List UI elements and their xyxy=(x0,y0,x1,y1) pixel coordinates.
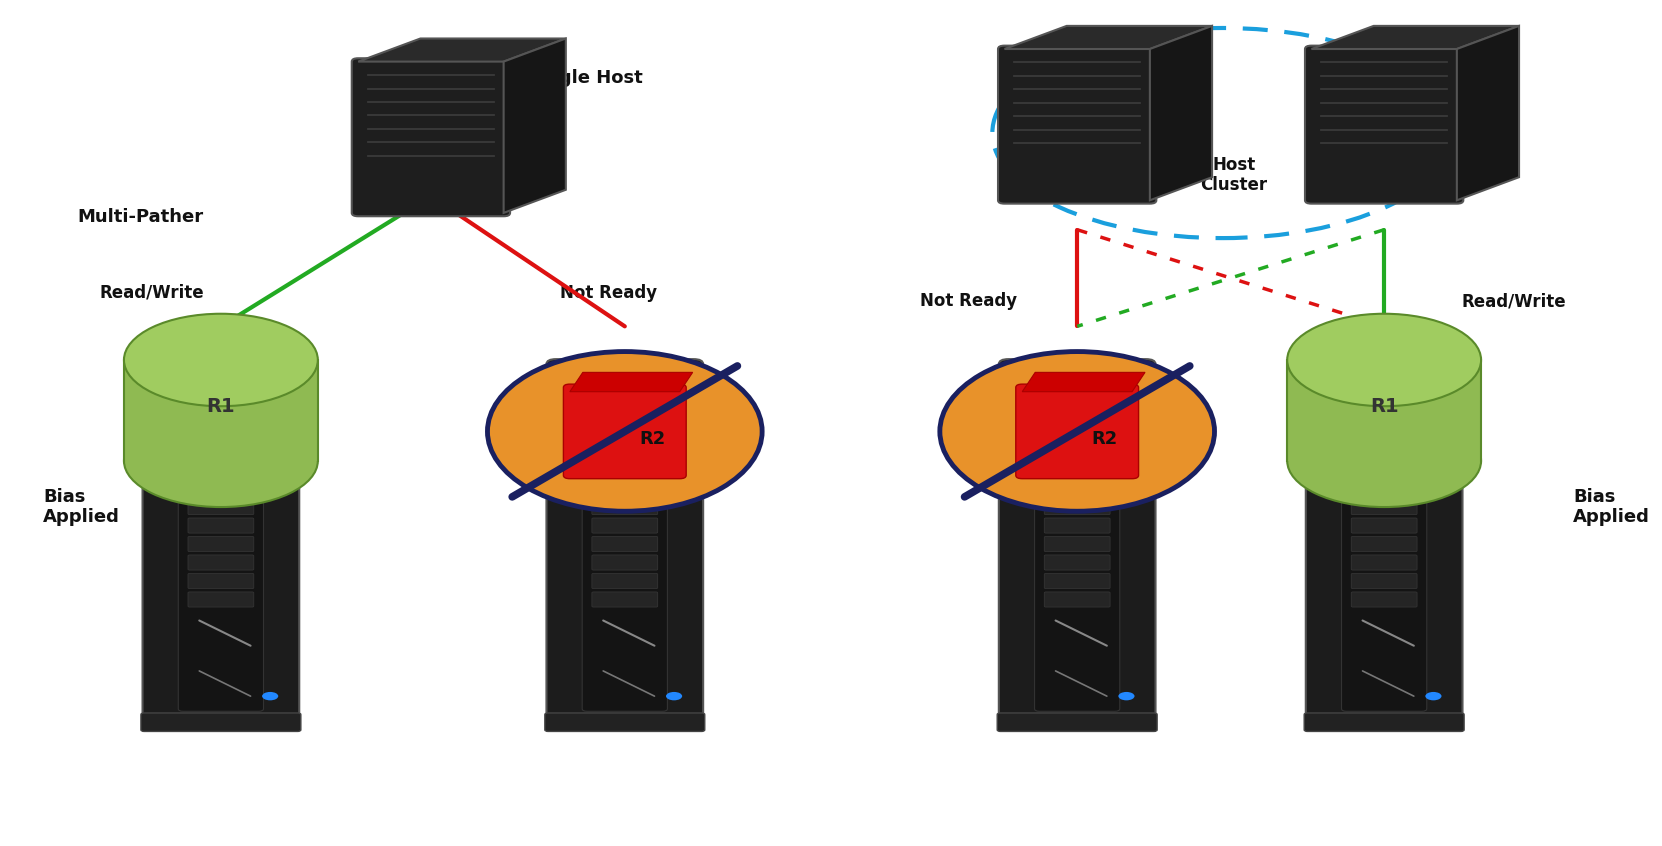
FancyBboxPatch shape xyxy=(188,592,254,607)
Text: Read/Write: Read/Write xyxy=(1461,292,1566,310)
FancyBboxPatch shape xyxy=(592,536,658,552)
FancyBboxPatch shape xyxy=(1044,536,1110,552)
Text: R1: R1 xyxy=(1369,397,1398,415)
FancyBboxPatch shape xyxy=(999,359,1155,722)
FancyBboxPatch shape xyxy=(178,370,264,711)
FancyBboxPatch shape xyxy=(1351,555,1418,570)
Polygon shape xyxy=(1458,26,1519,201)
FancyBboxPatch shape xyxy=(582,370,668,711)
Text: R2: R2 xyxy=(640,431,665,448)
Ellipse shape xyxy=(1286,415,1481,507)
Ellipse shape xyxy=(125,415,317,507)
FancyBboxPatch shape xyxy=(592,574,658,589)
FancyBboxPatch shape xyxy=(1034,370,1120,711)
Polygon shape xyxy=(1004,26,1212,49)
Text: Multi-Pather: Multi-Pather xyxy=(76,208,203,226)
Polygon shape xyxy=(359,39,565,62)
FancyBboxPatch shape xyxy=(141,713,301,732)
Circle shape xyxy=(666,692,681,700)
FancyBboxPatch shape xyxy=(592,555,658,570)
FancyBboxPatch shape xyxy=(188,536,254,552)
FancyBboxPatch shape xyxy=(592,499,658,514)
FancyBboxPatch shape xyxy=(352,58,510,217)
FancyBboxPatch shape xyxy=(1351,574,1418,589)
FancyBboxPatch shape xyxy=(1044,574,1110,589)
FancyBboxPatch shape xyxy=(592,592,658,607)
FancyBboxPatch shape xyxy=(1351,592,1418,607)
Text: R1: R1 xyxy=(206,397,236,415)
Polygon shape xyxy=(570,372,693,392)
Polygon shape xyxy=(1286,360,1481,461)
Circle shape xyxy=(1119,692,1135,700)
FancyBboxPatch shape xyxy=(997,46,1157,204)
FancyBboxPatch shape xyxy=(143,359,299,722)
FancyBboxPatch shape xyxy=(1351,499,1418,514)
Text: Not Ready: Not Ready xyxy=(921,292,1017,310)
Ellipse shape xyxy=(1286,314,1481,406)
FancyBboxPatch shape xyxy=(563,384,686,479)
FancyBboxPatch shape xyxy=(545,713,705,732)
FancyBboxPatch shape xyxy=(188,518,254,533)
Text: Not Ready: Not Ready xyxy=(560,283,656,302)
FancyBboxPatch shape xyxy=(1305,46,1463,204)
Ellipse shape xyxy=(487,352,763,511)
FancyBboxPatch shape xyxy=(1015,384,1138,479)
Polygon shape xyxy=(1311,26,1519,49)
Text: Single Host: Single Host xyxy=(527,69,642,87)
FancyBboxPatch shape xyxy=(1044,518,1110,533)
FancyBboxPatch shape xyxy=(1351,536,1418,552)
FancyBboxPatch shape xyxy=(1306,359,1463,722)
Text: Read/Write: Read/Write xyxy=(100,283,204,302)
Polygon shape xyxy=(1150,26,1212,201)
FancyBboxPatch shape xyxy=(1044,592,1110,607)
Text: R2: R2 xyxy=(1092,431,1119,448)
FancyBboxPatch shape xyxy=(547,359,703,722)
FancyBboxPatch shape xyxy=(1044,499,1110,514)
Text: Bias
Applied: Bias Applied xyxy=(43,487,120,526)
Polygon shape xyxy=(504,39,565,213)
Text: Bias
Applied: Bias Applied xyxy=(1574,487,1650,526)
Ellipse shape xyxy=(939,352,1215,511)
FancyBboxPatch shape xyxy=(188,499,254,514)
Ellipse shape xyxy=(125,314,317,406)
Circle shape xyxy=(1426,692,1441,700)
FancyBboxPatch shape xyxy=(188,555,254,570)
FancyBboxPatch shape xyxy=(1341,370,1426,711)
Polygon shape xyxy=(1022,372,1145,392)
Text: Host
Cluster: Host Cluster xyxy=(1200,156,1268,195)
Circle shape xyxy=(263,692,278,700)
FancyBboxPatch shape xyxy=(592,518,658,533)
FancyBboxPatch shape xyxy=(1351,518,1418,533)
FancyBboxPatch shape xyxy=(1044,555,1110,570)
FancyBboxPatch shape xyxy=(1305,713,1464,732)
Polygon shape xyxy=(125,360,317,461)
FancyBboxPatch shape xyxy=(997,713,1157,732)
FancyBboxPatch shape xyxy=(188,574,254,589)
